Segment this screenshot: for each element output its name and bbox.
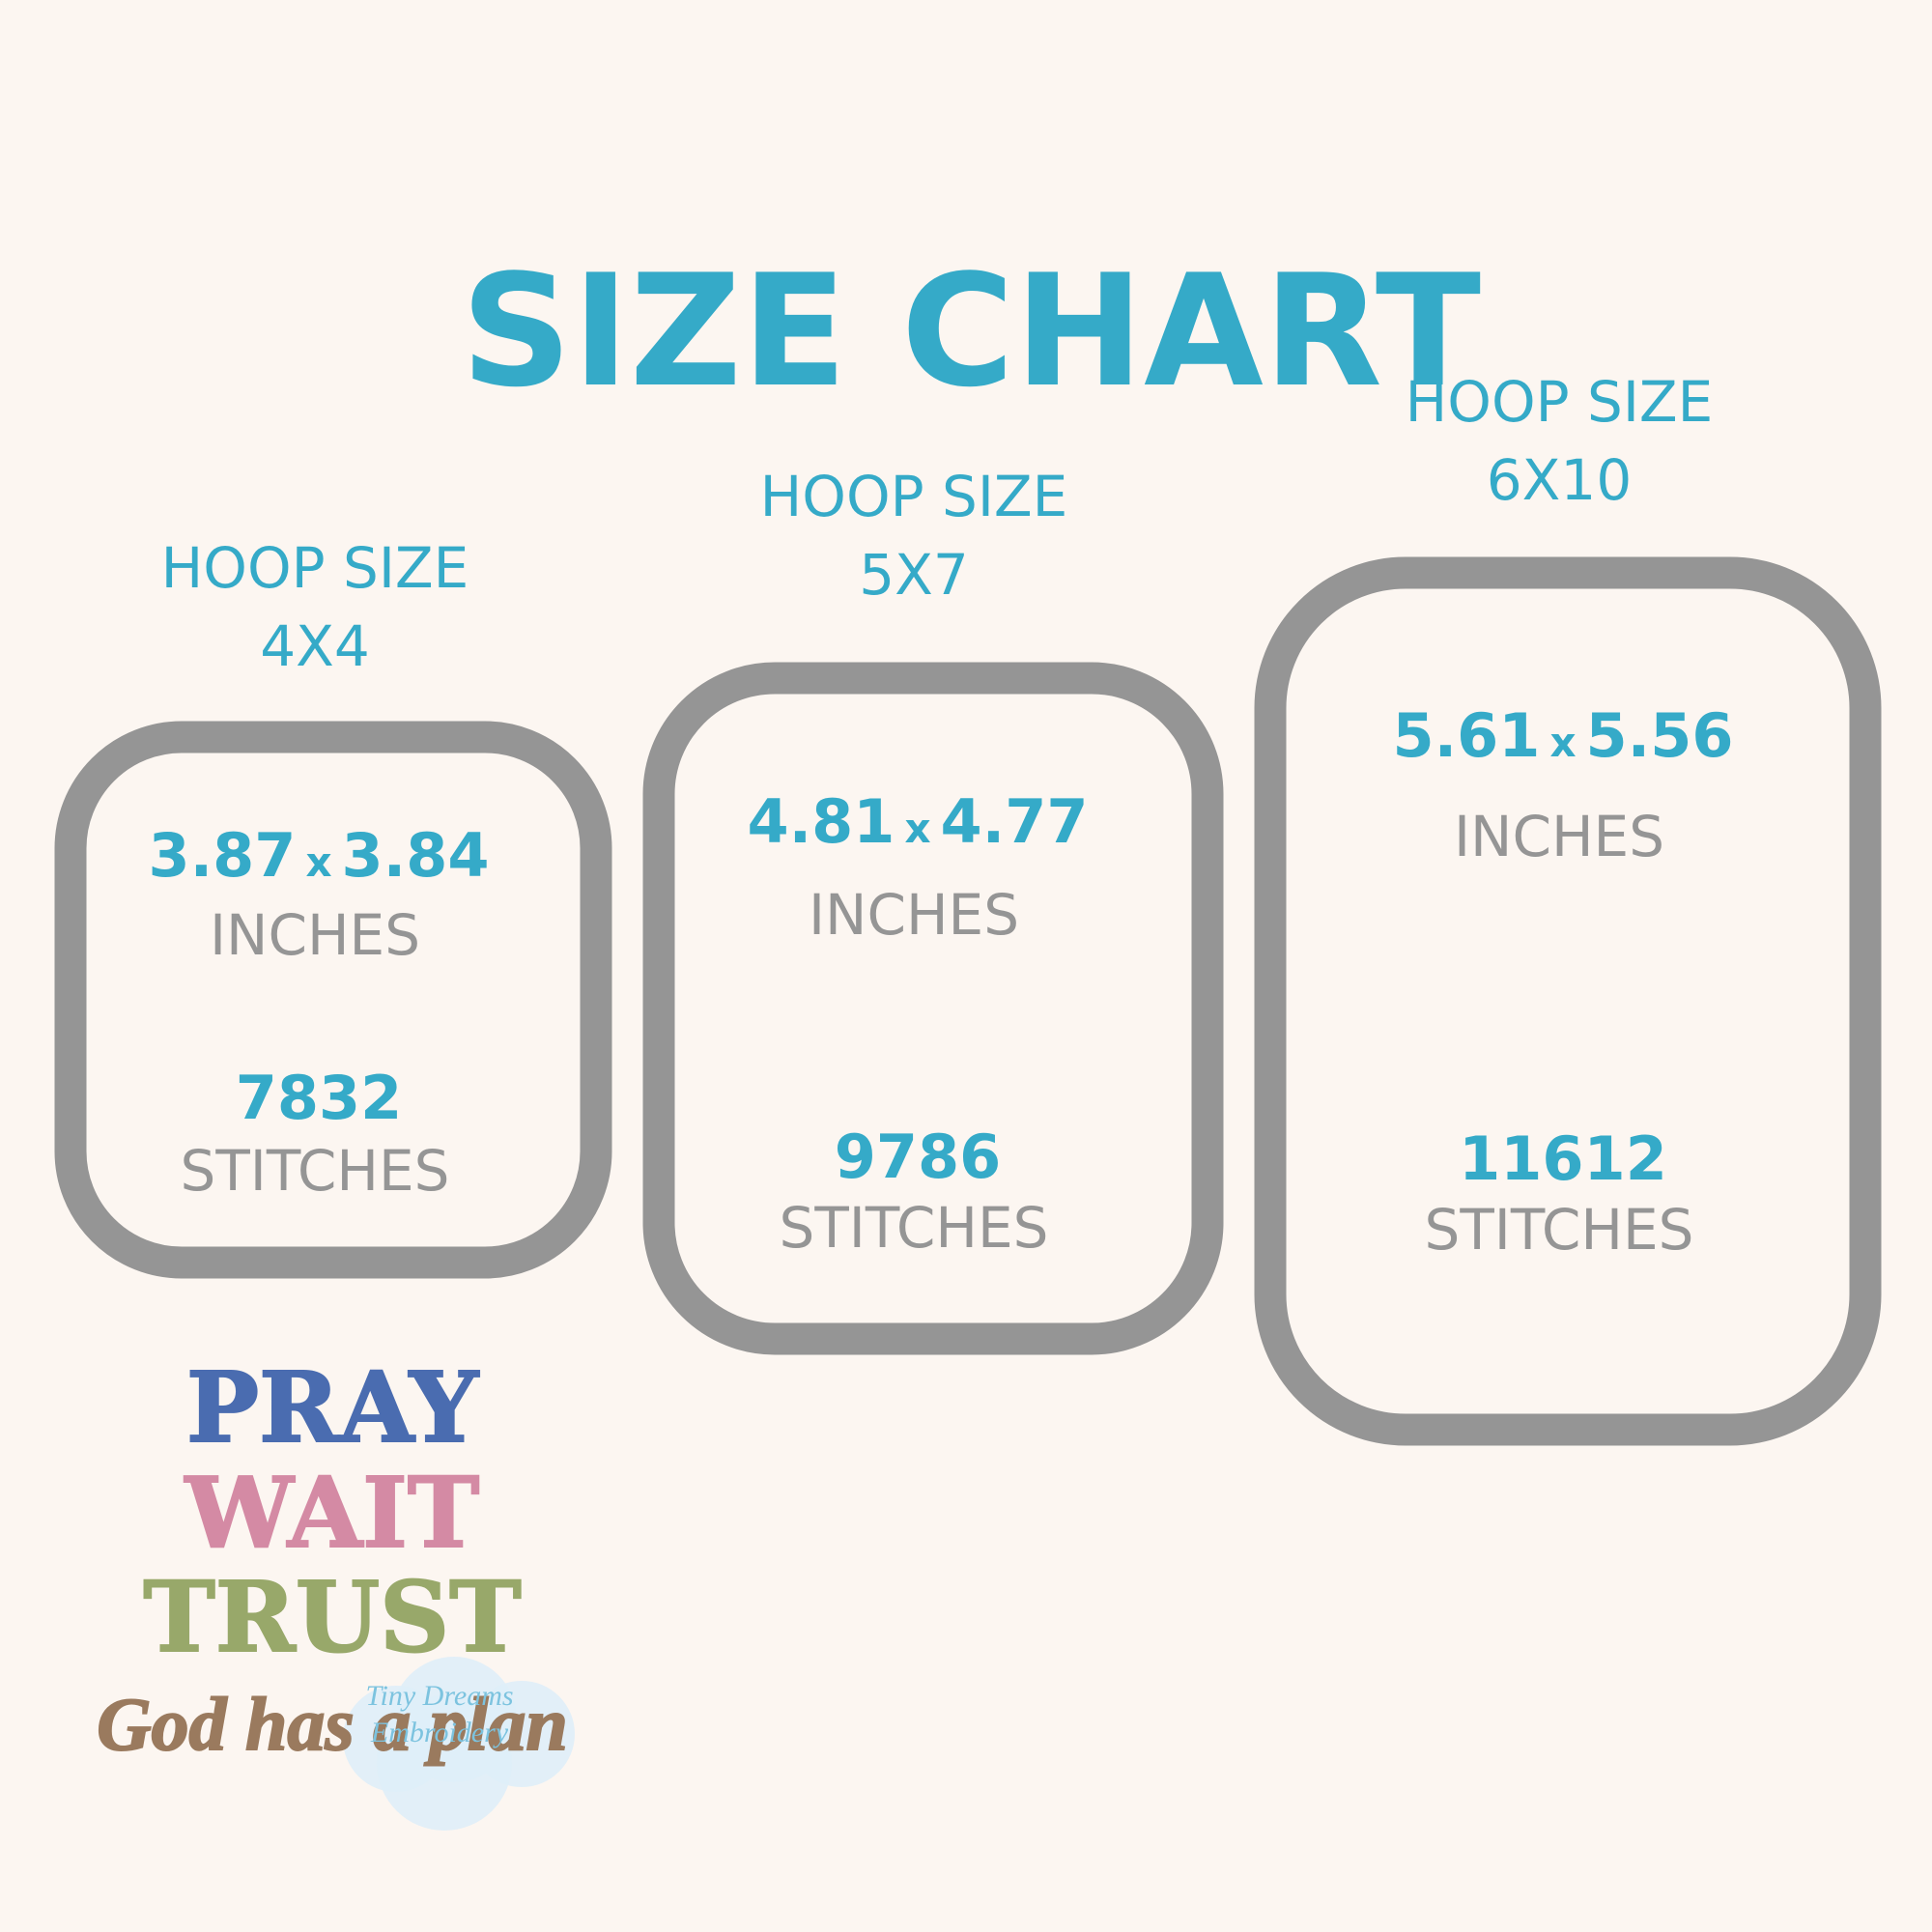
stitch-count: 7832 [236, 1063, 403, 1133]
hoop-size: 6X10 [1487, 447, 1632, 513]
dimension-part: 3.87 [148, 820, 296, 891]
hoop-frame [642, 662, 1224, 1355]
design-line: God has a plan [97, 1682, 568, 1766]
unit: INCHES [210, 902, 420, 968]
dimension-part: x [1549, 719, 1576, 766]
dimension-part: x [305, 838, 331, 886]
stitch-count: 11612 [1459, 1123, 1667, 1194]
dimension-part: 4.77 [941, 786, 1089, 857]
hoop-size: 5X7 [859, 542, 969, 608]
hoop-label: HOOP SIZE [1406, 369, 1714, 435]
stitches-label: STITCHES [181, 1138, 450, 1204]
stitches-label: STITCHES [1425, 1197, 1694, 1263]
dimension-part: x [904, 805, 930, 852]
dimensions: 5.61 x 5.56 [1392, 700, 1733, 771]
unit: INCHES [1454, 804, 1664, 869]
dimension-part: 4.81 [747, 786, 895, 857]
hoop-size: 4X4 [260, 613, 370, 679]
dimensions: 4.81 x 4.77 [747, 786, 1088, 857]
hoop-label: HOOP SIZE [161, 535, 469, 601]
hoop-frame [54, 721, 612, 1279]
stitches-label: STITCHES [780, 1195, 1049, 1261]
design-line: WAIT [185, 1456, 480, 1570]
cloud [377, 1695, 512, 1831]
dimension-part: 5.56 [1586, 700, 1734, 771]
stitch-count: 9786 [835, 1122, 1002, 1192]
watermark: Embroidery [370, 1717, 509, 1748]
unit: INCHES [809, 882, 1019, 948]
dimensions: 3.87 x 3.84 [148, 820, 489, 891]
design-line: TRUST [143, 1560, 521, 1674]
watermark: Tiny Dreams [365, 1680, 513, 1712]
design-line: PRAY [186, 1350, 480, 1464]
hoop-frame [1254, 556, 1882, 1446]
dimension-part: 3.84 [342, 820, 490, 891]
dimension-part: 5.61 [1392, 700, 1540, 771]
hoop-label: HOOP SIZE [760, 464, 1068, 529]
title: SIZE CHART [461, 241, 1481, 421]
